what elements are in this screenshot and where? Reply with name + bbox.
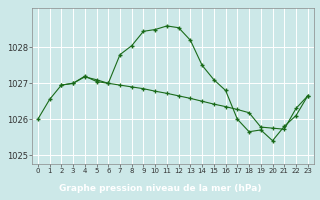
- Text: Graphe pression niveau de la mer (hPa): Graphe pression niveau de la mer (hPa): [59, 184, 261, 193]
